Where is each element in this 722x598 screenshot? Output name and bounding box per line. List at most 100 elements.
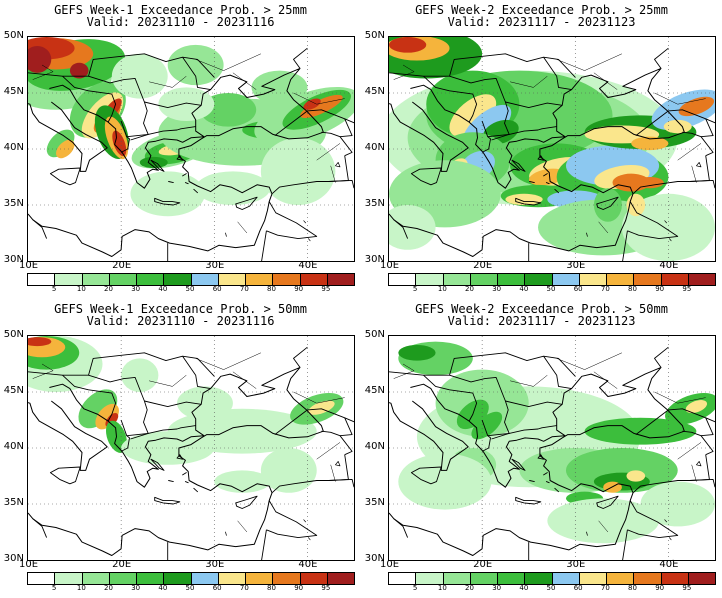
country-border [266, 201, 318, 240]
country-border [481, 419, 491, 452]
color-swatch [661, 274, 689, 285]
country-border [328, 478, 354, 488]
color-scale-tick-label: 20 [104, 285, 113, 293]
latitude-label: 30N [364, 553, 385, 564]
probability-contour [130, 171, 205, 217]
color-swatch [55, 274, 83, 285]
country-border [654, 47, 669, 69]
panel-title: GEFS Week-2 Exceedance Prob. > 25mm [415, 3, 668, 17]
panel-valid-dates: Valid: 20231110 - 20231116 [86, 314, 275, 328]
lake-outline [664, 220, 667, 224]
latitude-label: 35N [3, 497, 24, 508]
panel-title: GEFS Week-2 Exceedance Prob. > 50mm [415, 302, 668, 316]
coastline [389, 400, 469, 471]
lake-outline [303, 220, 306, 224]
country-border [261, 230, 267, 261]
lake-outline [669, 238, 672, 242]
country-border [130, 425, 196, 440]
color-swatch [191, 573, 219, 584]
island-outline [596, 495, 619, 509]
province-border [316, 442, 341, 460]
color-swatch [389, 573, 417, 584]
color-scale-tick-label: 5 [51, 285, 57, 293]
probability-contour [621, 193, 715, 261]
color-swatch [327, 274, 354, 285]
probability-contour [112, 130, 127, 157]
coastline [28, 101, 108, 172]
lake-outline [308, 238, 311, 242]
country-border [689, 179, 715, 189]
province-border [237, 520, 248, 533]
probability-contour [167, 44, 224, 86]
island-outline [410, 466, 442, 485]
latitude-label: 35N [364, 198, 385, 209]
probability-contour [300, 94, 343, 119]
lake-outline [664, 519, 667, 523]
province-border [556, 53, 623, 71]
island-outline [515, 197, 542, 206]
color-scale-tick-label: 50 [546, 285, 556, 293]
country-border [700, 417, 714, 437]
color-scale-tick-label: 30 [492, 285, 502, 293]
probability-contour [398, 344, 436, 361]
country-border [423, 374, 478, 422]
province-border [316, 143, 341, 161]
coastline [28, 366, 324, 556]
color-scale-tick-label: 95 [682, 584, 692, 592]
latitude-label: 30N [364, 254, 385, 265]
longitude-label: 40E [659, 559, 679, 570]
color-swatch [300, 274, 328, 285]
map-panel: GEFS Week-1 Exceedance Prob. > 25mm Valid… [0, 0, 361, 299]
island-outline [235, 196, 258, 210]
coastline [28, 67, 324, 257]
province-border [677, 143, 702, 161]
color-scale-tick-label: 5 [51, 584, 57, 592]
color-swatch [525, 573, 553, 584]
color-scale-tick-label: 60 [212, 584, 222, 592]
province-border [654, 92, 706, 105]
latitude-label: 35N [364, 497, 385, 508]
province-border [598, 520, 609, 533]
province-border [330, 464, 336, 482]
color-scale-tick-label: 10 [437, 584, 447, 592]
color-scale-tick-label: 30 [131, 285, 141, 293]
province-border [149, 375, 187, 387]
color-scale-tick-label: 95 [321, 584, 331, 592]
color-scale-tick-label: 50 [185, 285, 195, 293]
color-scale-tick-label: 20 [465, 285, 474, 293]
country-border [321, 430, 353, 456]
longitude-label: 10E [19, 260, 39, 271]
probability-contour [471, 411, 503, 440]
map-canvas [389, 37, 715, 261]
panel-title: GEFS Week-1 Exceedance Prob. > 50mm [54, 302, 307, 316]
province-border [232, 371, 257, 389]
lake-outline [225, 232, 227, 237]
country-border [266, 500, 318, 539]
country-border [144, 400, 202, 408]
latitude-label: 50N [364, 329, 385, 340]
color-swatch [607, 573, 635, 584]
color-scale-tick-label: 50 [185, 584, 195, 592]
country-border [635, 109, 715, 136]
island-outline [49, 167, 81, 186]
color-swatch [109, 274, 137, 285]
probability-map [388, 335, 716, 561]
province-border [32, 64, 54, 80]
province-border [393, 363, 415, 379]
country-border [328, 179, 354, 189]
country-border [261, 529, 267, 560]
color-swatch [28, 274, 56, 285]
country-border [505, 400, 563, 408]
color-swatch [300, 573, 328, 584]
province-border [330, 165, 336, 183]
latitude-label: 45N [3, 385, 24, 396]
longitude-label: 20E [473, 559, 493, 570]
province-border [677, 442, 702, 460]
color-scale-bar [27, 572, 355, 585]
color-scale-ticks: 5 10 20 30 40 50 60 70 80 90 95 [388, 285, 714, 295]
color-swatch [607, 274, 635, 285]
country-border [423, 75, 478, 123]
color-swatch [579, 573, 607, 584]
province-border [237, 221, 248, 234]
color-scale-tick-label: 80 [267, 584, 276, 592]
